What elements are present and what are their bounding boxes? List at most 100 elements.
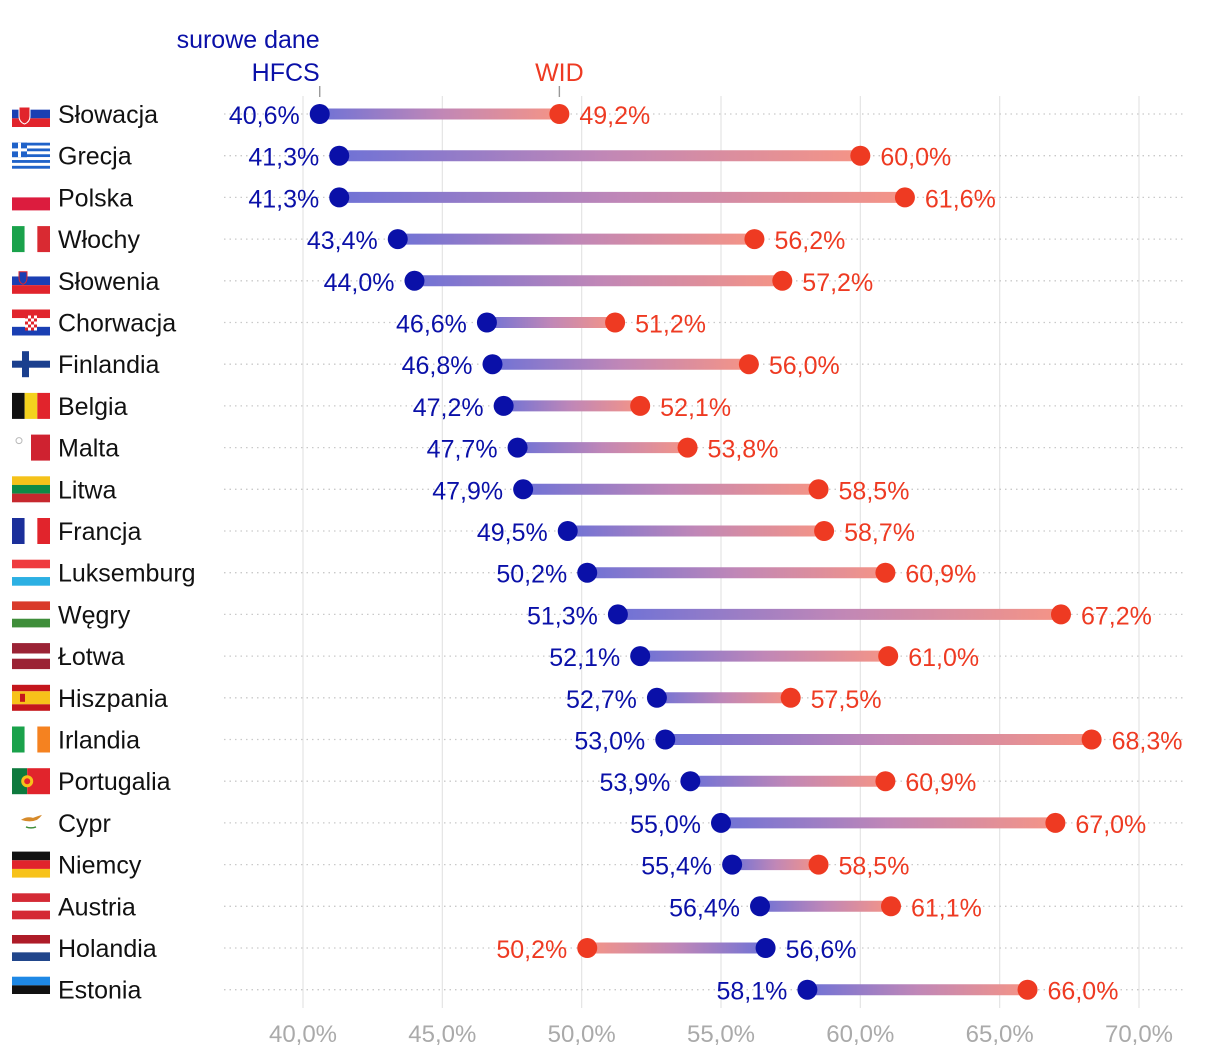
hfcs-point <box>755 938 776 958</box>
wid-point <box>605 312 626 333</box>
x-tick-label: 40,0% <box>269 1021 337 1048</box>
x-tick-label: 45,0% <box>408 1021 476 1048</box>
country-label: Niemcy <box>58 852 142 880</box>
country-label: Cypr <box>58 810 111 838</box>
chart-row: Słowenia 44,0% 57,2% <box>12 267 1186 297</box>
country-label: Irlandia <box>58 727 140 755</box>
wid-value-label: 67,0% <box>1075 811 1146 839</box>
hfcs-point <box>557 521 578 541</box>
hfcs-point <box>630 646 651 667</box>
austria-flag-icon <box>12 893 50 920</box>
country-label: Austria <box>58 893 136 921</box>
chart-rows: Słowacja 40,6% 49,2% Grecja 41,3% 60,0% Polska… <box>12 101 1186 1006</box>
wid-point <box>780 687 801 708</box>
hfcs-point <box>577 562 598 583</box>
grid <box>302 96 1140 1008</box>
chart-row: Węgry 51,3% 67,2% <box>12 601 1186 630</box>
country-label: Luksemburg <box>58 560 196 588</box>
hfcs-value-label: 46,6% <box>396 311 467 339</box>
chart-row: Włochy 43,4% 56,2% <box>12 226 1186 255</box>
country-label: Litwa <box>58 476 116 504</box>
hfcs-point <box>646 687 667 708</box>
hfcs-point <box>507 437 528 458</box>
wid-value-label: 50,2% <box>496 936 567 964</box>
wid-value-label: 67,2% <box>1081 602 1152 630</box>
wid-point <box>808 854 829 875</box>
country-label: Słowenia <box>58 268 160 296</box>
finland-flag-icon <box>12 351 50 378</box>
country-label: Włochy <box>58 226 140 254</box>
country-label: Belgia <box>58 393 128 421</box>
wid-value-label: 56,0% <box>769 352 840 380</box>
country-label: Węgry <box>58 601 131 629</box>
wid-point <box>1045 812 1066 833</box>
lithuania-flag-icon <box>12 476 50 503</box>
hfcs-value-label: 52,7% <box>566 686 637 714</box>
portugal-flag-icon <box>12 768 50 795</box>
wid-value-label: 68,3% <box>1112 728 1183 756</box>
latvia-flag-icon <box>12 643 50 670</box>
wid-point <box>850 145 871 166</box>
chart-row: Austria 56,4% 61,1% <box>12 893 1186 922</box>
slovenia-flag-icon <box>12 267 50 294</box>
hfcs-value-label: 51,3% <box>527 602 598 630</box>
hfcs-value-label: 41,3% <box>248 185 319 213</box>
hfcs-value-label: 49,5% <box>477 519 548 547</box>
wid-point <box>677 437 698 458</box>
wid-value-label: 58,5% <box>839 477 910 505</box>
country-label: Francja <box>58 518 141 546</box>
hfcs-value-label: 53,9% <box>599 769 670 797</box>
country-label: Estonia <box>58 977 141 1005</box>
hfcs-point <box>309 104 330 124</box>
wid-value-label: 61,1% <box>911 894 982 922</box>
hfcs-point <box>655 729 676 750</box>
wid-point <box>772 270 793 291</box>
chart-row: Estonia 58,1% 66,0% <box>12 976 1186 1006</box>
country-label: Holandia <box>58 935 157 963</box>
legend: surowe dane HFCS WID <box>177 26 584 97</box>
wid-point <box>549 104 570 124</box>
hfcs-value-label: 44,0% <box>324 269 395 297</box>
hfcs-value-label: 40,6% <box>229 102 300 130</box>
wid-value-label: 60,0% <box>880 144 951 172</box>
chart-row: Belgia 47,2% 52,1% <box>12 392 1186 422</box>
hfcs-value-label: 55,0% <box>630 811 701 839</box>
chart-row: Francja 49,5% 58,7% <box>12 518 1186 547</box>
ireland-flag-icon <box>12 726 50 753</box>
spain-flag-icon <box>12 684 50 711</box>
wid-point <box>577 938 598 958</box>
hfcs-value-label: 58,1% <box>716 978 787 1006</box>
wid-value-label: 61,0% <box>908 644 979 672</box>
hfcs-point <box>404 270 425 291</box>
chart-row: Cypr 55,0% 67,0% <box>12 809 1186 839</box>
wid-value-label: 51,2% <box>635 311 706 339</box>
wid-value-label: 60,9% <box>905 561 976 589</box>
legend-hfcs-line1: surowe dane <box>177 26 320 54</box>
wid-value-label: 58,5% <box>839 853 910 881</box>
wid-value-label: 66,0% <box>1048 978 1119 1006</box>
croatia-flag-icon <box>12 309 50 336</box>
wid-value-label: 52,1% <box>660 394 731 422</box>
greece-flag-icon <box>12 142 50 169</box>
poland-flag-icon <box>12 184 50 211</box>
belgium-flag-icon <box>12 392 50 419</box>
chart-row: Portugalia 53,9% 60,9% <box>12 768 1186 797</box>
hfcs-point <box>493 395 514 416</box>
hfcs-point <box>680 771 701 792</box>
hfcs-point <box>750 896 771 917</box>
legend-wid-label: WID <box>535 59 584 87</box>
estonia-flag-icon <box>12 976 50 1003</box>
wid-point <box>1017 979 1038 1000</box>
country-label: Hiszpania <box>58 685 168 713</box>
hfcs-point <box>329 187 350 208</box>
cyprus-flag-icon <box>12 809 50 836</box>
hungary-flag-icon <box>12 601 50 628</box>
wid-point <box>738 354 759 375</box>
hfcs-value-label: 56,4% <box>669 894 740 922</box>
country-label: Chorwacja <box>58 310 176 338</box>
country-label: Finlandia <box>58 351 160 379</box>
chart-row: Hiszpania 52,7% 57,5% <box>12 684 1186 714</box>
chart-row: Niemcy 55,4% 58,5% <box>12 851 1186 881</box>
chart-row: Litwa 47,9% 58,5% <box>12 476 1186 505</box>
